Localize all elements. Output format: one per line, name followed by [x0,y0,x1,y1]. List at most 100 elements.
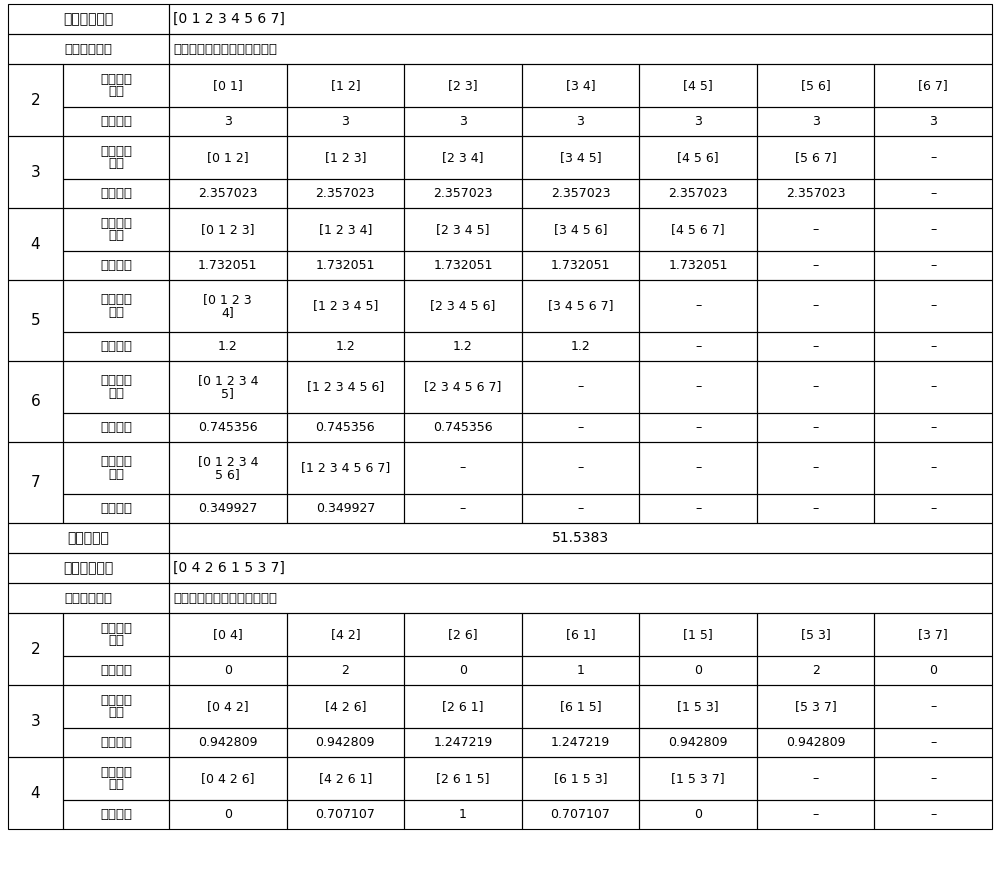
Bar [639,64,757,107]
Text: 0.745356: 0.745356 [433,421,493,434]
Bar [404,332,522,361]
Bar [287,757,404,800]
Text: –: – [930,700,936,713]
Text: 0.942809: 0.942809 [198,736,258,749]
Bar [639,280,757,332]
Text: 均方误差: 均方误差 [100,340,132,353]
Text: 组合: 组合 [108,158,124,171]
Bar [757,332,874,361]
Bar [757,251,874,280]
Text: 均方误差: 均方误差 [100,736,132,749]
Text: –: – [813,340,819,353]
Bar [63,656,169,685]
Text: 4]: 4] [221,306,234,319]
Bar [287,179,404,208]
Bar [522,656,639,685]
Bar [757,800,874,829]
Text: 0: 0 [459,664,467,677]
Text: –: – [930,736,936,749]
Text: –: – [813,808,819,821]
Bar [169,179,287,208]
Bar [63,136,169,179]
Bar [639,361,757,413]
Bar [639,251,757,280]
Bar [874,107,992,136]
Bar [169,136,287,179]
Bar [522,442,639,494]
Bar [287,280,404,332]
Bar [287,332,404,361]
Bar [757,728,874,757]
Text: –: – [930,772,936,785]
Text: 组合: 组合 [108,707,124,720]
Bar [757,685,874,728]
Text: [3 7]: [3 7] [918,628,948,641]
Text: [2 3 4]: [2 3 4] [442,151,484,164]
Bar [404,136,522,179]
Text: 2.357023: 2.357023 [668,187,728,200]
Text: 时隙分配: 时隙分配 [100,455,132,468]
Bar [639,685,757,728]
Text: –: – [813,223,819,236]
Text: 1.732051: 1.732051 [198,259,258,272]
Text: [5 3 7]: [5 3 7] [795,700,837,713]
Bar [874,280,992,332]
Bar [8,280,63,361]
Bar [404,280,522,332]
Text: [4 5 6]: [4 5 6] [677,151,719,164]
Text: 时隙分配: 时隙分配 [100,72,132,85]
Bar [169,800,287,829]
Bar [404,656,522,685]
Text: –: – [695,340,701,353]
Text: 组合: 组合 [108,85,124,99]
Text: 1.732051: 1.732051 [316,259,375,272]
Text: 3: 3 [694,115,702,128]
Bar [63,179,169,208]
Text: 4: 4 [31,786,40,801]
Text: 1.2: 1.2 [453,340,473,353]
Bar [8,136,63,208]
Text: 3: 3 [224,115,232,128]
Text: –: – [577,502,584,515]
Text: 1.247219: 1.247219 [433,736,493,749]
Bar [169,613,287,656]
Text: –: – [930,259,936,272]
Text: 均方误差: 均方误差 [100,502,132,515]
Bar [639,208,757,251]
Bar [757,757,874,800]
Text: 2.357023: 2.357023 [551,187,610,200]
Bar [639,442,757,494]
Text: 3: 3 [31,714,40,729]
Bar [287,361,404,413]
Bar [63,107,169,136]
Text: [1 5 3]: [1 5 3] [677,700,719,713]
Text: 时隙映射方案: 时隙映射方案 [63,561,114,575]
Bar [169,413,287,442]
Text: 1.732051: 1.732051 [551,259,610,272]
Bar [757,280,874,332]
Text: –: – [930,187,936,200]
Text: 0: 0 [224,664,232,677]
Bar [404,251,522,280]
Text: 0.942809: 0.942809 [668,736,728,749]
Bar [63,685,169,728]
Text: –: – [930,340,936,353]
Text: 2: 2 [812,664,820,677]
Bar [404,757,522,800]
Bar [639,800,757,829]
Text: –: – [460,502,466,515]
Bar [169,34,992,64]
Bar [404,800,522,829]
Bar [404,361,522,413]
Text: 2: 2 [31,92,40,107]
Bar [522,728,639,757]
Text: 0: 0 [224,808,232,821]
Text: [5 3]: [5 3] [801,628,831,641]
Bar [874,136,992,179]
Text: 4: 4 [31,237,40,252]
Text: [0 4]: [0 4] [213,628,243,641]
Text: 组合: 组合 [108,387,124,400]
Bar [522,179,639,208]
Bar [63,280,169,332]
Text: [2 6 1 5]: [2 6 1 5] [436,772,490,785]
